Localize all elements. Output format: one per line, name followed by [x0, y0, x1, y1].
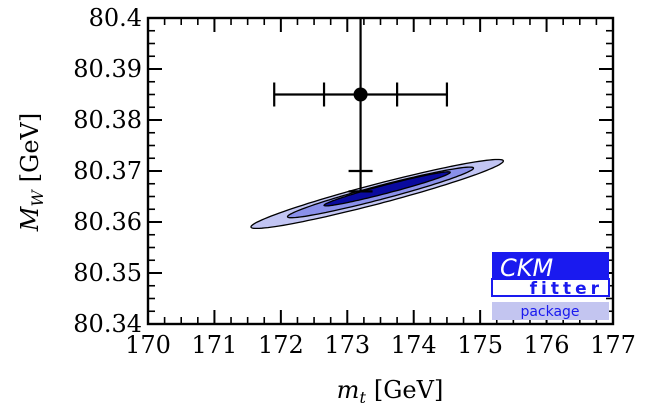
x-axis-symbol: m: [337, 376, 360, 404]
measurement-point: [353, 87, 368, 102]
y-tick-label: 80.38: [73, 106, 142, 134]
y-axis-unit: [GeV]: [16, 113, 44, 182]
x-tick-label: 171: [192, 331, 238, 359]
logo-subtitle-band: [491, 278, 610, 297]
logo-title: CKM: [500, 254, 553, 282]
x-tick-label: 175: [457, 331, 503, 359]
y-tick-label: 80.36: [73, 208, 142, 236]
y-tick-label: 80.35: [73, 259, 142, 287]
y-tick-label: 80.4: [89, 4, 142, 32]
axes-layer: 170 171 172 173 174 175 176 177 80.34 80.35 80.36 8…: [73, 4, 636, 359]
x-tick-label: 172: [258, 331, 304, 359]
ckmfitter-logo: CKM fitter package: [491, 252, 610, 320]
x-tick-label: 177: [590, 331, 636, 359]
logo-title-band: [492, 252, 609, 279]
y-tick-label: 80.39: [73, 55, 142, 83]
x-axis-unit: [GeV]: [374, 376, 443, 404]
contour-1sigma: [323, 171, 451, 207]
x-tick-label: 170: [125, 331, 171, 359]
measurement-marker: [273, 18, 449, 193]
y-tick-label: 80.34: [73, 310, 142, 338]
y-axis-symbol: M: [16, 205, 44, 232]
y-axis-subscript: W: [28, 189, 47, 207]
x-axis-subscript: t: [359, 388, 366, 407]
contour-layer: [250, 158, 505, 230]
logo-subtitle: fitter: [530, 279, 603, 299]
logo-footer-band: [492, 302, 609, 320]
y-axis-label: MW [GeV]: [16, 113, 47, 232]
logo-footer: package: [520, 304, 579, 320]
x-axis-label: mt [GeV]: [337, 376, 444, 407]
x-tick-label: 176: [524, 331, 570, 359]
y-tick-label: 80.37: [73, 157, 142, 185]
x-tick-label: 173: [324, 331, 370, 359]
x-tick-label: 174: [391, 331, 437, 359]
